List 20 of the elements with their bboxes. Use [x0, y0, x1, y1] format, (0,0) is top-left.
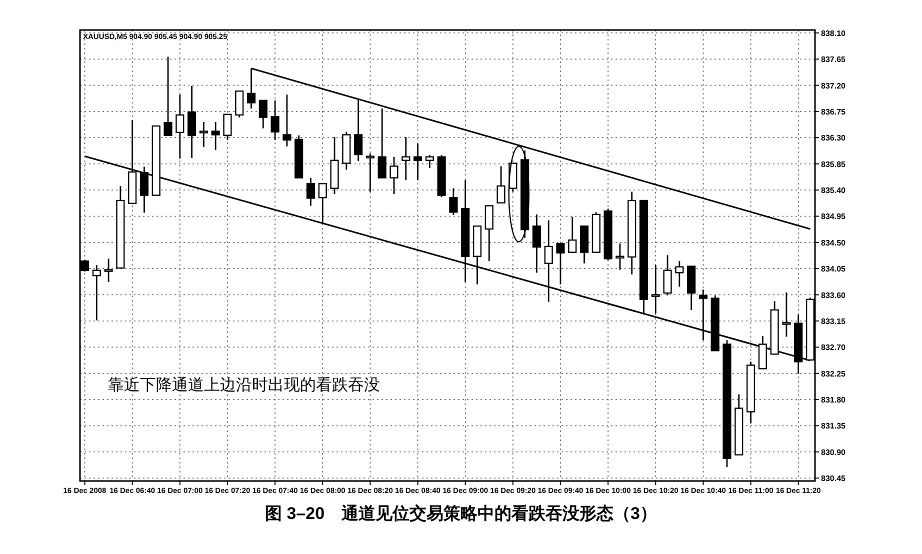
y-tick-label: 831.35 — [821, 422, 846, 431]
y-tick-label: 831.80 — [821, 396, 846, 405]
y-tick-label: 838.10 — [821, 28, 846, 38]
y-tick-label: 836.75 — [821, 107, 846, 116]
y-tick-label: 832.70 — [821, 343, 846, 352]
y-tick-label: 832.25 — [821, 369, 846, 378]
annotation: 靠近下降通道上边沿时出现的看跌吞没 — [108, 376, 380, 394]
y-tick-label: 837.65 — [821, 55, 846, 64]
y-tick-label: 833.60 — [821, 290, 846, 300]
y-tick-label: 834.95 — [821, 212, 846, 222]
y-tick-label: 835.40 — [821, 186, 846, 196]
y-tick-label: 835.85 — [821, 160, 846, 169]
y-tick-label: 834.50 — [821, 238, 846, 248]
y-tick-label: 834.05 — [821, 264, 846, 274]
y-tick-label: 833.15 — [821, 316, 846, 326]
y-tick-label: 830.90 — [821, 448, 846, 457]
text: 图 3–20 通道见位交易策略中的看跌吞没形态（3） — [265, 504, 657, 523]
y-tick-label: 837.20 — [821, 81, 846, 90]
y-tick-label: 830.45 — [821, 474, 846, 484]
y-tick-label: 836.30 — [821, 134, 846, 143]
